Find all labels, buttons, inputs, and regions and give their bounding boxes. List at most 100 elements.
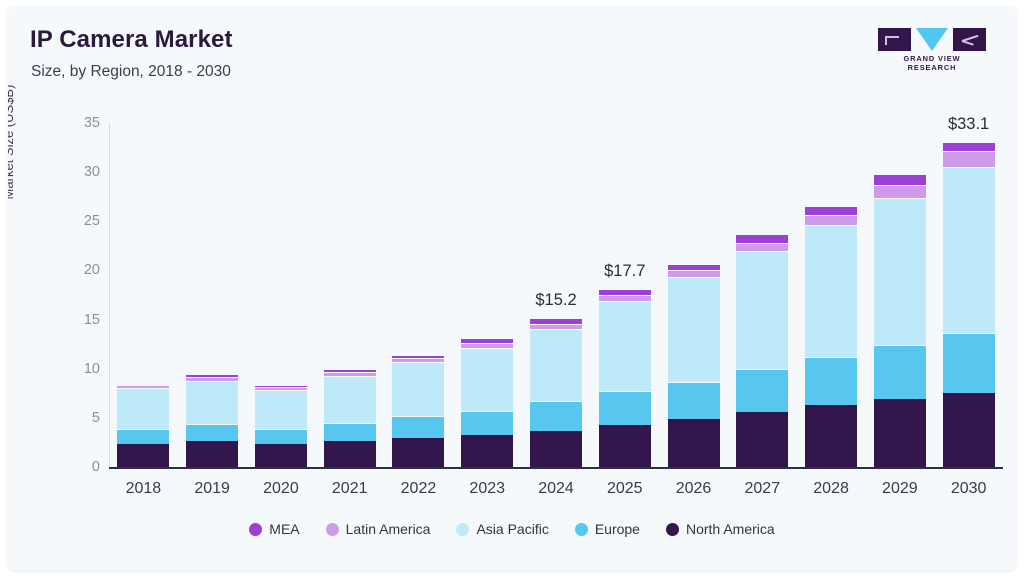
legend-item[interactable]: MEA	[249, 521, 300, 537]
bar-segment[interactable]	[598, 295, 651, 301]
bar-segment[interactable]	[323, 368, 376, 372]
bar-segment[interactable]	[736, 368, 789, 412]
bar-stack[interactable]	[667, 263, 720, 467]
bar-segment[interactable]	[323, 375, 376, 423]
bar-segment[interactable]	[254, 444, 307, 467]
bar-segment[interactable]	[186, 441, 239, 467]
bar-group[interactable]	[384, 123, 453, 467]
bar-segment[interactable]	[254, 390, 307, 429]
bar-segment[interactable]	[667, 381, 720, 419]
bar-segment[interactable]	[186, 423, 239, 442]
bar-stack[interactable]	[117, 383, 170, 467]
bar-segment[interactable]	[461, 343, 514, 349]
bar-segment[interactable]	[805, 225, 858, 357]
bar-stack[interactable]	[461, 338, 514, 467]
bar-segment[interactable]	[323, 441, 376, 467]
bar-segment[interactable]	[117, 385, 170, 389]
bar-segment[interactable]	[461, 411, 514, 435]
bar-segment[interactable]	[392, 361, 445, 416]
bar-segment[interactable]	[598, 424, 651, 467]
bar-segment[interactable]	[805, 215, 858, 226]
bar-stack[interactable]	[942, 141, 995, 467]
bar-segment[interactable]	[117, 428, 170, 445]
bar-segment[interactable]	[392, 437, 445, 467]
bar-stack[interactable]	[598, 289, 651, 467]
bar-stack[interactable]	[254, 385, 307, 467]
bar-stack[interactable]	[186, 373, 239, 467]
bar-group[interactable]: $15.2	[522, 123, 591, 467]
bar-group[interactable]	[247, 123, 316, 467]
bar-segment[interactable]	[323, 371, 376, 376]
bar-segment[interactable]	[461, 348, 514, 411]
bar-segment[interactable]	[529, 323, 582, 330]
bar-segment[interactable]	[942, 333, 995, 394]
bar-stack[interactable]	[873, 174, 926, 467]
bar-segment[interactable]	[805, 405, 858, 467]
y-axis-tick-label: 30	[83, 164, 100, 181]
bar-segment[interactable]	[667, 270, 720, 278]
bar-segment[interactable]	[186, 373, 239, 377]
bar-segment[interactable]	[942, 167, 995, 334]
bar-stack[interactable]	[805, 205, 858, 467]
bar-stack[interactable]	[736, 234, 789, 467]
bar-segment[interactable]	[667, 277, 720, 382]
bar-segment[interactable]	[186, 380, 239, 424]
bar-segment[interactable]	[186, 376, 239, 381]
bar-segment[interactable]	[392, 355, 445, 358]
bar-group[interactable]	[728, 123, 797, 467]
bar-segment[interactable]	[254, 387, 307, 391]
bar-segment[interactable]	[117, 444, 170, 467]
bar-group[interactable]	[315, 123, 384, 467]
bar-group[interactable]	[797, 123, 866, 467]
bar-segment[interactable]	[529, 401, 582, 431]
chart-card: IP Camera Market Size, by Region, 2018 -…	[8, 6, 1016, 570]
bar-segment[interactable]	[254, 385, 307, 388]
bar-segment[interactable]	[392, 415, 445, 438]
bar-segment[interactable]	[667, 418, 720, 467]
bar-segment[interactable]	[736, 411, 789, 467]
bar-segment[interactable]	[942, 141, 995, 151]
bar-value-label: $17.7	[604, 262, 646, 281]
legend-item[interactable]: Europe	[574, 521, 640, 537]
bar-segment[interactable]	[805, 356, 858, 406]
bar-segment[interactable]	[323, 422, 376, 442]
bar-segment[interactable]	[667, 263, 720, 271]
bar-group[interactable]: $33.1	[934, 115, 1003, 467]
bar-segment[interactable]	[529, 430, 582, 467]
bar-segment[interactable]	[598, 289, 651, 296]
bar-segment[interactable]	[873, 345, 926, 400]
bar-segment[interactable]	[461, 434, 514, 467]
bar-group[interactable]	[453, 123, 522, 467]
bar-segment[interactable]	[736, 234, 789, 243]
legend-item[interactable]: North America	[665, 521, 775, 537]
legend-item[interactable]: Latin America	[325, 521, 430, 537]
bar-group[interactable]	[109, 123, 178, 467]
bar-segment[interactable]	[529, 329, 582, 402]
bar-segment[interactable]	[873, 174, 926, 185]
bar-group[interactable]	[659, 123, 728, 467]
bar-segment[interactable]	[392, 357, 445, 362]
bar-segment[interactable]	[598, 391, 651, 425]
bar-segment[interactable]	[942, 150, 995, 168]
bar-segment[interactable]	[942, 393, 995, 467]
bar-stack[interactable]	[323, 368, 376, 467]
bar-group[interactable]	[865, 123, 934, 467]
bar-segment[interactable]	[461, 338, 514, 344]
bar-segment[interactable]	[598, 300, 651, 392]
bar-group[interactable]: $17.7	[590, 123, 659, 467]
grand-view-research-logo: GRAND VIEW RESEARCH	[878, 28, 986, 72]
bar-segment[interactable]	[529, 317, 582, 324]
bar-segment[interactable]	[873, 399, 926, 467]
bar-segment[interactable]	[805, 205, 858, 216]
bar-segment[interactable]	[736, 250, 789, 369]
legend-item[interactable]: Asia Pacific	[456, 521, 549, 537]
bar-segment[interactable]	[117, 383, 170, 386]
bar-segment[interactable]	[873, 184, 926, 198]
bar-segment[interactable]	[254, 428, 307, 445]
bar-segment[interactable]	[873, 197, 926, 346]
bar-segment[interactable]	[117, 388, 170, 429]
bar-stack[interactable]	[529, 317, 582, 467]
bar-stack[interactable]	[392, 355, 445, 467]
bar-segment[interactable]	[736, 242, 789, 251]
bar-group[interactable]	[178, 123, 247, 467]
